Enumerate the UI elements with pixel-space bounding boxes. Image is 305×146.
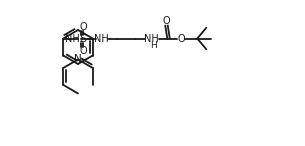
Text: O: O [163,16,170,27]
Text: O: O [80,46,87,55]
Text: NH: NH [94,33,109,44]
Text: O: O [178,33,185,44]
Text: H: H [150,41,157,50]
Text: O: O [80,21,87,32]
Text: NH₂: NH₂ [65,33,84,44]
Text: S: S [80,33,87,44]
Text: N: N [74,54,82,64]
Text: NH: NH [144,33,159,44]
